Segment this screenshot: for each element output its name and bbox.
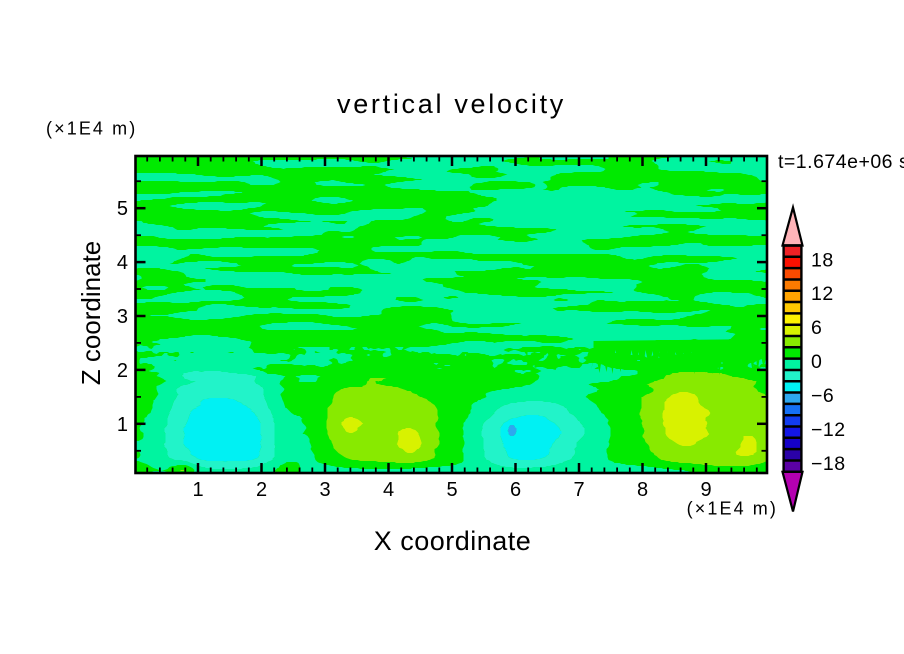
svg-text:1: 1 [117, 414, 128, 436]
svg-text:(×1E4 m): (×1E4 m) [46, 119, 137, 139]
svg-text:−6: −6 [811, 385, 834, 407]
svg-text:5: 5 [117, 198, 128, 220]
svg-text:t=1.674e+06 s: t=1.674e+06 s [778, 151, 904, 173]
svg-text:3: 3 [117, 306, 128, 328]
svg-text:0: 0 [811, 351, 822, 373]
svg-text:7: 7 [573, 479, 584, 501]
svg-text:8: 8 [637, 479, 648, 501]
svg-text:6: 6 [510, 479, 521, 501]
svg-text:3: 3 [319, 479, 330, 501]
svg-text:2: 2 [117, 360, 128, 382]
svg-text:12: 12 [811, 283, 834, 305]
svg-text:−12: −12 [811, 419, 846, 441]
svg-text:4: 4 [383, 479, 394, 501]
svg-text:(×1E4 m): (×1E4 m) [687, 499, 778, 519]
svg-text:2: 2 [256, 479, 267, 501]
svg-text:−18: −18 [811, 453, 846, 475]
svg-text:6: 6 [811, 317, 822, 339]
svg-text:1: 1 [192, 479, 203, 501]
svg-text:4: 4 [117, 252, 128, 274]
svg-text:Z coordinate: Z coordinate [76, 241, 106, 386]
svg-text:X coordinate: X coordinate [374, 526, 532, 556]
svg-text:5: 5 [446, 479, 457, 501]
svg-text:18: 18 [811, 249, 834, 271]
svg-text:vertical velocity: vertical velocity [337, 89, 566, 119]
svg-text:9: 9 [700, 479, 711, 501]
